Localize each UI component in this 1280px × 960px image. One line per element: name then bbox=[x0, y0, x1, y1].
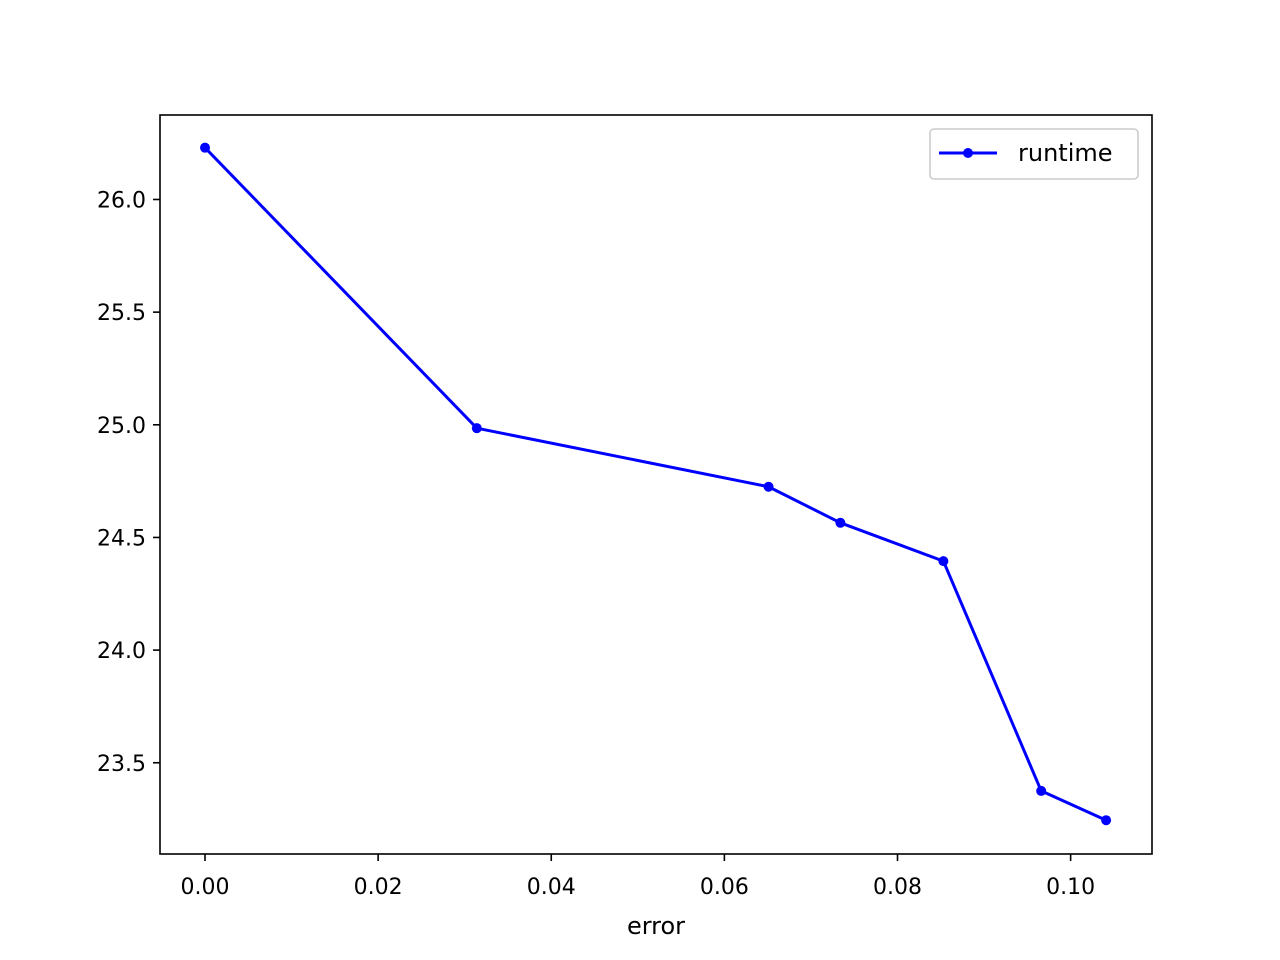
data-point bbox=[200, 142, 211, 153]
x-axis-label: error bbox=[627, 912, 685, 940]
y-tick-label: 25.0 bbox=[97, 414, 146, 439]
data-point bbox=[938, 556, 949, 567]
x-tick-label: 0.04 bbox=[527, 875, 576, 900]
data-point bbox=[1036, 785, 1047, 796]
x-tick-label: 0.10 bbox=[1046, 875, 1095, 900]
axis-ticks: 0.00 0.02 0.04 0.06 0.08 0.10 23.5 24.0 24.5 25.0… bbox=[97, 188, 1095, 900]
y-tick-label: 24.0 bbox=[97, 639, 146, 664]
y-tick-label: 26.0 bbox=[97, 188, 146, 213]
legend-box bbox=[929, 128, 1139, 180]
data-point bbox=[1101, 815, 1112, 826]
y-tick-label: 23.5 bbox=[97, 752, 146, 777]
y-tick-label: 24.5 bbox=[97, 526, 146, 551]
y-tick-label: 25.5 bbox=[97, 301, 146, 326]
data-point bbox=[835, 517, 846, 528]
legend-label-runtime: runtime bbox=[1018, 139, 1113, 167]
x-tick-label: 0.02 bbox=[354, 875, 403, 900]
data-point bbox=[471, 423, 482, 434]
legend-marker-runtime bbox=[963, 148, 973, 158]
x-tick-label: 0.00 bbox=[181, 875, 230, 900]
x-tick-label: 0.08 bbox=[873, 875, 922, 900]
plot-area bbox=[200, 142, 1112, 826]
data-point bbox=[763, 481, 774, 492]
legend: runtime bbox=[929, 128, 1139, 180]
x-tick-label: 0.06 bbox=[700, 875, 749, 900]
plot-frame bbox=[159, 114, 1153, 855]
